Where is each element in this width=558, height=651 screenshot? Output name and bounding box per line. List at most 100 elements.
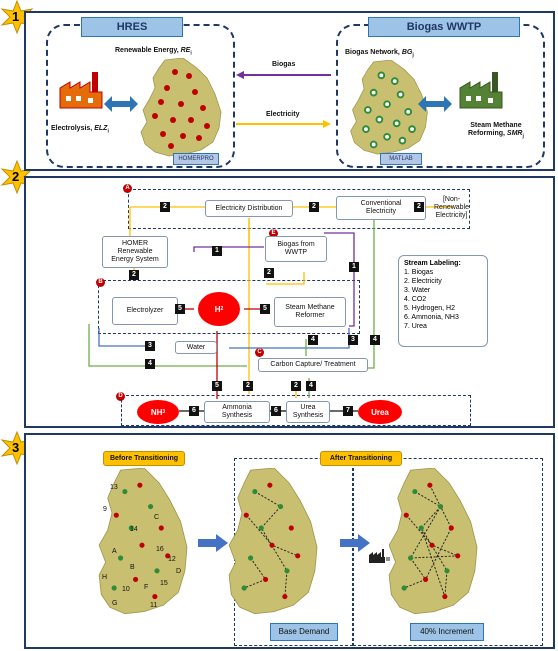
renewable-energy-label: Renewable Energy, REi <box>115 47 192 57</box>
after-transitioning-title: After Transitioning <box>320 451 402 466</box>
increment-box <box>353 458 543 646</box>
stream-number: 2 <box>291 381 301 391</box>
map-label: 14 <box>130 526 138 533</box>
stream-legend: Stream Labeling: 1. Biogas 2. Electricit… <box>398 255 488 347</box>
carbon-capture-node: Carbon Capture/ Treatment <box>258 358 368 372</box>
nh3-node: NH 3 <box>137 400 179 424</box>
electricity-distribution-node: Electricity Distribution <box>205 200 293 217</box>
stream-number: 6 <box>189 406 199 416</box>
map-label: B <box>130 564 135 571</box>
biogas-arrow-label: Biogas <box>272 61 296 68</box>
map-label: C <box>154 514 160 521</box>
map-label: 15 <box>160 580 168 587</box>
stream-number: 1 <box>349 262 359 272</box>
biogas-wwtp-node: Biogas from WWTP <box>265 236 327 262</box>
stream-number: 3 <box>348 335 358 345</box>
map-label: A <box>112 548 117 555</box>
stream-number: 3 <box>145 341 155 351</box>
stream-number: 4 <box>145 359 155 369</box>
legend-item: 1. Biogas <box>404 269 434 276</box>
base-demand-label: Base Demand <box>270 623 338 641</box>
legend-item: 4. CO2 <box>404 296 427 303</box>
stream-number: 7 <box>343 406 353 416</box>
stream-number: 4 <box>370 335 380 345</box>
conventional-electricity-node: Conventional Electricity <box>336 196 426 220</box>
electrolyzer-node: Electrolyzer <box>112 297 178 325</box>
map-label: H <box>102 574 108 581</box>
stream-number: 2 <box>243 381 253 391</box>
stream-number: 2 <box>129 270 139 280</box>
water-node: Water <box>175 341 217 354</box>
legend-title: Stream Labeling: <box>404 260 461 267</box>
smr-factory-icon <box>459 72 503 109</box>
step-2-number: 2 <box>12 169 20 184</box>
homerpro-tag: HOMERPRO <box>173 153 219 165</box>
region-b-box <box>98 280 360 334</box>
map-label: 16 <box>156 546 164 553</box>
stream-number: 5 <box>260 304 270 314</box>
factory-multiplier-icon <box>369 549 390 563</box>
step-1-badge <box>0 0 34 34</box>
map-label: G <box>112 600 118 607</box>
region-label-c: C <box>255 348 264 357</box>
region-label-e: E <box>269 229 278 238</box>
korea-map-increment <box>388 468 478 615</box>
electrolysis-factory-icon <box>59 72 103 109</box>
stream-number: 1 <box>212 246 222 256</box>
legend-item: 7. Urea <box>404 323 427 330</box>
stream-number: 6 <box>271 406 281 416</box>
stream-number: 2 <box>414 202 424 212</box>
stream-number: 4 <box>306 381 316 391</box>
stream-number: 4 <box>308 335 318 345</box>
biogas-double-arrow <box>418 96 452 112</box>
transition-arrow <box>340 534 370 552</box>
before-transitioning-title: Before Transitioning <box>103 451 185 466</box>
legend-item: 6. Ammonia, NH3 <box>404 314 459 321</box>
biogas-arrow <box>236 71 331 79</box>
map-label: 9 <box>103 506 107 513</box>
stream-number: 2 <box>309 202 319 212</box>
matlab-tag: MATLAB <box>380 153 422 165</box>
map-label: 11 <box>150 602 158 609</box>
stream-number: 2 <box>160 202 170 212</box>
smr-label: Steam Methane Reforming, SMRj <box>468 122 524 140</box>
korea-map-hres <box>140 58 222 157</box>
ammonia-synthesis-node: Ammonia Synthesis <box>204 401 270 423</box>
electricity-arrow-label: Electricity <box>266 111 300 118</box>
region-label-d: D <box>116 392 125 401</box>
increment-label: 40% Increment <box>410 623 484 641</box>
map-label: F <box>144 584 149 591</box>
step-3-number: 3 <box>12 440 20 455</box>
non-renewable-note: [Non- Renewable Electricity] <box>434 196 470 219</box>
biogas-network-label: Biogas Network, BGj <box>345 49 414 59</box>
map-label: 10 <box>122 586 130 593</box>
electricity-arrow <box>236 120 331 128</box>
electrolysis-label: Electrolysis, ELZi <box>51 125 109 135</box>
region-label-b: B <box>96 278 105 287</box>
stream-number: 2 <box>264 268 274 278</box>
region-label-a: A <box>123 184 132 193</box>
step-1-number: 1 <box>12 9 20 24</box>
legend-item: 5. Hydrogen, H2 <box>404 305 455 312</box>
korea-map-biogas <box>350 60 428 155</box>
transition-arrow <box>198 534 228 552</box>
urea-node: Urea <box>358 400 402 424</box>
process-flow-lines <box>88 206 454 412</box>
smr-node: Steam Methane Reformer <box>274 297 346 327</box>
homer-renewable-node: HOMER Renewable Energy System <box>102 236 168 268</box>
hres-double-arrow <box>104 96 138 112</box>
korea-map-base-demand <box>228 468 318 615</box>
biogas-wwtp-title: Biogas WWTP <box>368 17 520 37</box>
region-a-box <box>128 189 470 229</box>
map-label: 12 <box>168 556 176 563</box>
urea-synthesis-node: Urea Synthesis <box>286 401 330 423</box>
legend-item: 2. Electricity <box>404 278 442 285</box>
map-label: D <box>176 568 182 575</box>
hres-title: HRES <box>81 17 183 37</box>
map-label: 13 <box>110 484 118 491</box>
legend-item: 3. Water <box>404 287 431 294</box>
korea-map-before <box>98 468 188 615</box>
stream-number: 5 <box>212 381 222 391</box>
stream-number: 5 <box>175 304 185 314</box>
